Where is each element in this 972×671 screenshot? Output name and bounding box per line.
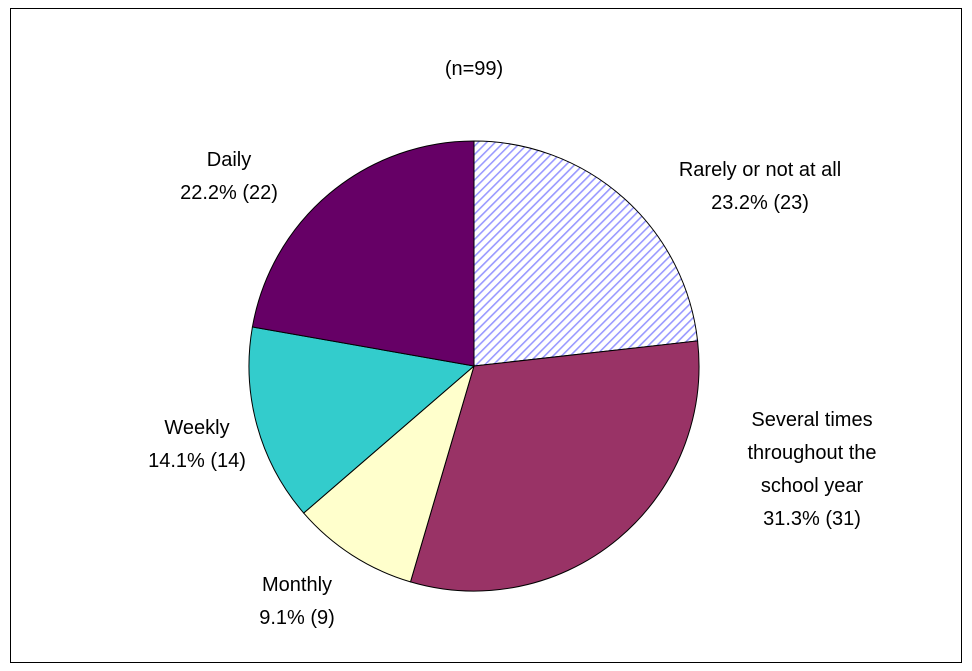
value-label: 22.2% (22) [180,182,278,204]
pie-slice [473,140,699,367]
pie-slice [248,326,476,514]
slice-label: Monthly 9.1% (9) [217,569,377,635]
value-label: 31.3% (31) [763,508,861,530]
category-label: Several times throughout the school year [747,409,877,497]
pie-slice [302,364,475,583]
category-label: Rarely or not at all [678,159,842,181]
pie-slice [409,340,700,592]
chart-subtitle: (n=99) [444,58,504,80]
category-label: Weekly [164,417,230,439]
value-label: 14.1% (14) [148,450,246,472]
slice-label: Daily 22.2% (22) [149,144,309,210]
slice-label: Several times throughout the school year… [725,404,900,536]
category-label: Monthly [261,574,333,596]
category-label: Daily [206,149,252,171]
slice-label: Weekly 14.1% (14) [117,412,277,478]
value-label: 9.1% (9) [259,607,335,629]
slice-label: Rarely or not at all 23.2% (23) [678,154,843,220]
value-label: 23.2% (23) [711,192,809,214]
pie-slice [251,140,475,367]
